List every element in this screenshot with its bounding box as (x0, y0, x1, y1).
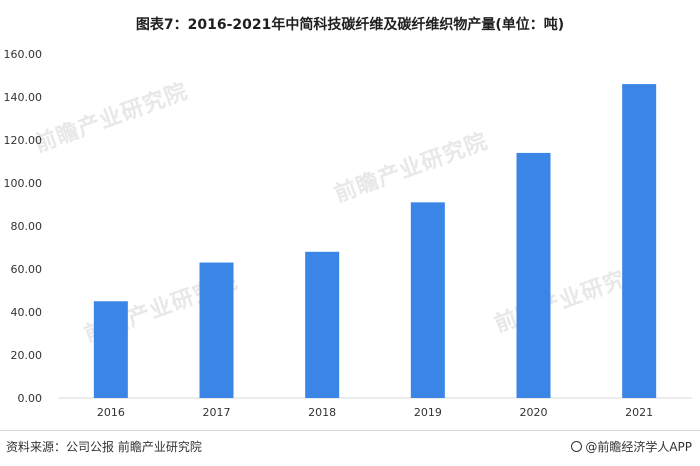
x-tick-label: 2019 (414, 406, 442, 419)
x-tick-label: 2018 (308, 406, 336, 419)
brand-logo-icon (571, 441, 583, 452)
bar-2020 (516, 152, 551, 398)
x-tick-label: 2020 (520, 406, 548, 419)
y-tick-label: 140.00 (4, 91, 43, 104)
bar-2021 (622, 84, 657, 398)
y-tick-label: 40.00 (11, 306, 43, 319)
brand-label: @前瞻经济学人APP (585, 440, 692, 454)
footer-divider (0, 430, 700, 431)
bar-2018 (305, 251, 340, 398)
x-tick-label: 2017 (203, 406, 231, 419)
bar-2017 (199, 262, 234, 398)
x-tick-label: 2016 (97, 406, 125, 419)
y-tick-label: 80.00 (11, 220, 43, 233)
y-tick-label: 0.00 (18, 392, 43, 405)
x-tick-label: 2021 (625, 406, 653, 419)
y-tick-label: 60.00 (11, 263, 43, 276)
y-tick-label: 160.00 (4, 48, 43, 61)
bar-2016 (93, 301, 128, 398)
y-tick-label: 100.00 (4, 177, 43, 190)
source-note: 资料来源：公司公报 前瞻产业研究院 (6, 440, 202, 454)
brand-credit: @前瞻经济学人APP (571, 438, 692, 455)
y-tick-label: 120.00 (4, 134, 43, 147)
bar-2019 (410, 202, 445, 398)
y-tick-label: 20.00 (11, 349, 43, 362)
chart-title: 图表7：2016-2021年中简科技碳纤维及碳纤维织物产量(单位：吨) (135, 17, 565, 33)
